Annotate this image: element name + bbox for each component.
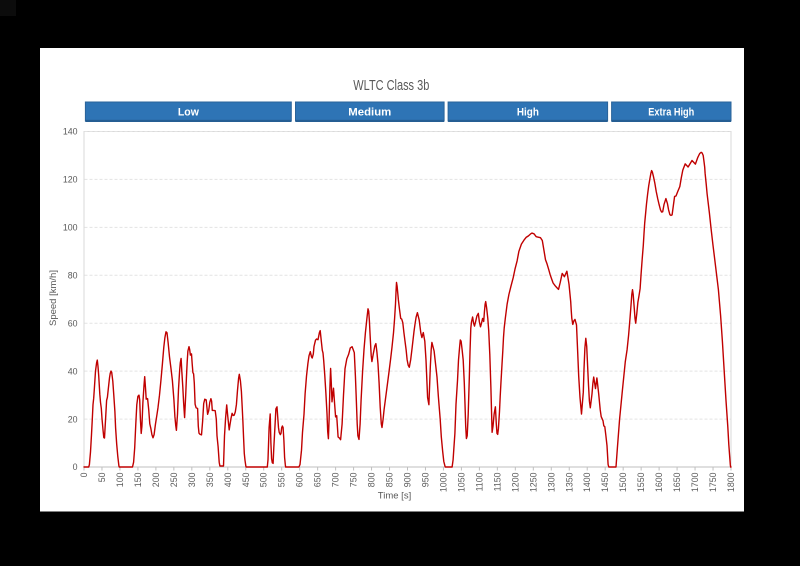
svg-text:0: 0 (79, 472, 89, 477)
svg-text:450: 450 (241, 472, 251, 487)
svg-text:1250: 1250 (528, 472, 538, 492)
svg-text:950: 950 (420, 472, 430, 487)
svg-text:1200: 1200 (510, 472, 520, 492)
svg-text:1050: 1050 (456, 472, 466, 492)
svg-text:1400: 1400 (582, 472, 592, 492)
svg-text:120: 120 (63, 175, 78, 185)
svg-text:1800: 1800 (726, 472, 736, 492)
svg-text:1600: 1600 (654, 472, 664, 492)
svg-text:1150: 1150 (492, 472, 502, 491)
svg-text:750: 750 (349, 472, 359, 487)
svg-text:900: 900 (403, 472, 413, 487)
svg-text:60: 60 (68, 318, 78, 328)
svg-text:400: 400 (223, 472, 233, 487)
svg-text:Speed [km/h]: Speed [km/h] (48, 270, 59, 326)
svg-text:1500: 1500 (618, 472, 628, 492)
svg-text:1700: 1700 (690, 472, 700, 492)
svg-text:1100: 1100 (474, 472, 484, 491)
svg-text:0: 0 (73, 462, 78, 472)
svg-text:1750: 1750 (708, 472, 718, 492)
svg-text:1650: 1650 (672, 472, 682, 492)
svg-text:550: 550 (277, 472, 287, 487)
svg-text:1350: 1350 (564, 472, 574, 492)
svg-text:WLTC Class 3b: WLTC Class 3b (353, 78, 429, 94)
svg-text:800: 800 (367, 472, 377, 487)
svg-text:100: 100 (63, 223, 78, 233)
svg-text:650: 650 (313, 472, 323, 487)
svg-text:50: 50 (97, 472, 107, 482)
svg-text:500: 500 (259, 472, 269, 487)
svg-text:1550: 1550 (636, 472, 646, 492)
svg-text:700: 700 (331, 472, 341, 487)
svg-text:350: 350 (205, 472, 215, 487)
svg-text:20: 20 (68, 414, 78, 424)
svg-text:1300: 1300 (546, 472, 556, 492)
svg-text:Low: Low (178, 107, 199, 119)
svg-text:1000: 1000 (438, 472, 448, 492)
svg-text:100: 100 (115, 472, 125, 487)
svg-text:200: 200 (151, 472, 161, 487)
svg-text:Extra High: Extra High (648, 107, 694, 119)
svg-text:40: 40 (68, 366, 78, 376)
svg-text:850: 850 (385, 472, 395, 487)
svg-text:Medium: Medium (348, 107, 391, 119)
svg-text:150: 150 (133, 472, 143, 487)
svg-text:250: 250 (169, 472, 179, 487)
svg-text:High: High (517, 107, 539, 119)
svg-text:80: 80 (68, 271, 78, 281)
svg-text:Time [s]: Time [s] (378, 491, 411, 502)
svg-text:300: 300 (187, 472, 197, 487)
svg-text:1450: 1450 (600, 472, 610, 492)
svg-text:140: 140 (63, 127, 78, 137)
svg-text:600: 600 (295, 472, 305, 487)
